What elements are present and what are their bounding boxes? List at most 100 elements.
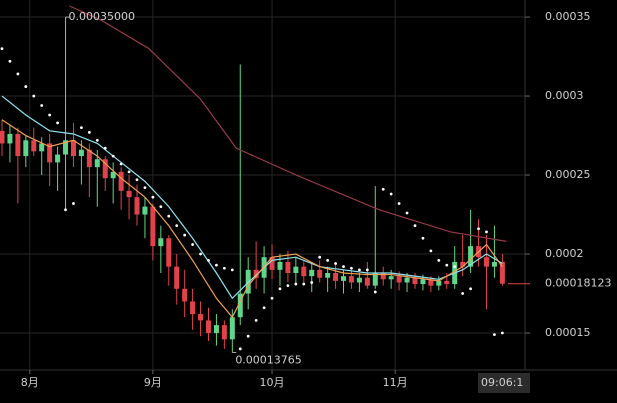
sar-dot bbox=[437, 258, 441, 262]
sar-dot bbox=[453, 265, 457, 269]
candle-body bbox=[110, 171, 116, 179]
candle-body bbox=[444, 280, 450, 285]
candle-body bbox=[0, 130, 5, 144]
x-tick-label: 8月 bbox=[21, 376, 39, 389]
sar-dot bbox=[326, 258, 330, 262]
sar-dot bbox=[254, 318, 258, 322]
sar-dot bbox=[429, 249, 433, 253]
sar-dot bbox=[143, 186, 147, 190]
candle-body bbox=[198, 314, 204, 321]
annotation: 0.00035000 bbox=[69, 10, 135, 23]
candle-body bbox=[420, 279, 426, 285]
sar-dot bbox=[445, 263, 449, 267]
sar-dot bbox=[477, 227, 480, 231]
crosshair-time-box bbox=[478, 373, 530, 393]
sar-dot bbox=[127, 170, 131, 174]
sar-dot bbox=[389, 192, 393, 196]
sar-dot bbox=[246, 334, 250, 338]
sar-dot bbox=[222, 266, 226, 270]
sar-dot bbox=[238, 347, 242, 351]
candle-body bbox=[491, 261, 497, 267]
candle-body bbox=[102, 159, 108, 179]
candle-body bbox=[277, 261, 283, 270]
candle-body bbox=[174, 266, 180, 289]
last-price-label: 0.00018123 bbox=[545, 277, 611, 290]
sar-dot bbox=[350, 266, 353, 270]
candle-body bbox=[134, 197, 140, 215]
candle-body bbox=[436, 280, 442, 286]
candle-body bbox=[253, 269, 259, 278]
y-tick-label: 0.00035 bbox=[545, 10, 591, 23]
sar-dot bbox=[72, 202, 75, 205]
sar-dot bbox=[342, 265, 345, 269]
candle-body bbox=[269, 257, 275, 270]
x-tick-label: 9月 bbox=[144, 376, 162, 389]
sar-dot bbox=[397, 202, 401, 205]
annotation: 0.00013765 bbox=[235, 354, 301, 367]
candle-body bbox=[285, 261, 291, 273]
sar-dot bbox=[24, 85, 28, 88]
sar-dot bbox=[302, 282, 306, 286]
plot-layer bbox=[0, 0, 525, 370]
sar-dot bbox=[64, 208, 67, 212]
sar-dot bbox=[469, 287, 472, 291]
sar-dot bbox=[95, 138, 99, 142]
candle-body bbox=[221, 325, 227, 340]
sar-dot bbox=[207, 258, 210, 262]
sar-dot bbox=[500, 331, 504, 335]
sar-dot bbox=[286, 284, 290, 288]
sar-dot bbox=[262, 306, 266, 310]
candle-body bbox=[372, 272, 378, 286]
candle-body bbox=[237, 293, 243, 318]
sar-dot bbox=[87, 130, 91, 134]
candle-body bbox=[380, 272, 386, 280]
sar-dot bbox=[8, 59, 12, 63]
y-tick-label: 0.00025 bbox=[545, 168, 591, 181]
candle-body bbox=[460, 261, 466, 267]
candle-body bbox=[293, 266, 299, 273]
sar-dot bbox=[56, 121, 59, 125]
candle-body bbox=[86, 149, 92, 168]
y-tick-label: 0.00015 bbox=[545, 326, 591, 339]
crosshair-time: 09:06:1 bbox=[481, 376, 523, 389]
y-tick-label: 0.0002 bbox=[545, 247, 584, 260]
sar-dot bbox=[199, 252, 202, 256]
candle-body bbox=[229, 317, 235, 340]
candle-body bbox=[63, 140, 69, 155]
candle-body bbox=[150, 206, 156, 247]
sar-dot bbox=[270, 296, 274, 300]
candle-body bbox=[166, 238, 172, 267]
candle-body bbox=[428, 279, 434, 286]
sar-dot bbox=[103, 146, 107, 150]
sar-dot bbox=[278, 287, 282, 291]
sar-dot bbox=[40, 104, 44, 107]
sar-dot bbox=[151, 195, 155, 199]
sar-dot bbox=[373, 290, 377, 294]
candle-body bbox=[468, 246, 474, 267]
sar-dot bbox=[159, 205, 163, 209]
sar-dot bbox=[215, 263, 218, 267]
sar-dot bbox=[32, 94, 36, 98]
x-tick-label: 10月 bbox=[260, 376, 285, 389]
sar-dot bbox=[461, 292, 465, 295]
candle-body bbox=[47, 143, 53, 163]
candle-body bbox=[205, 320, 211, 334]
candle-body bbox=[301, 266, 307, 277]
sar-dot bbox=[365, 268, 369, 272]
candle-body bbox=[142, 206, 148, 215]
sar-dot bbox=[16, 72, 20, 76]
candle-body bbox=[412, 277, 418, 285]
candle-body bbox=[31, 140, 37, 152]
candle-body bbox=[23, 140, 29, 157]
candle-body bbox=[404, 277, 410, 283]
candle-body bbox=[158, 238, 164, 247]
sar-dot bbox=[310, 281, 314, 284]
candle-body bbox=[7, 133, 13, 144]
candle-body bbox=[78, 149, 84, 157]
sar-dot bbox=[230, 268, 234, 272]
sar-dot bbox=[175, 224, 179, 228]
candle-body bbox=[190, 301, 196, 315]
sar-dot bbox=[413, 224, 417, 228]
